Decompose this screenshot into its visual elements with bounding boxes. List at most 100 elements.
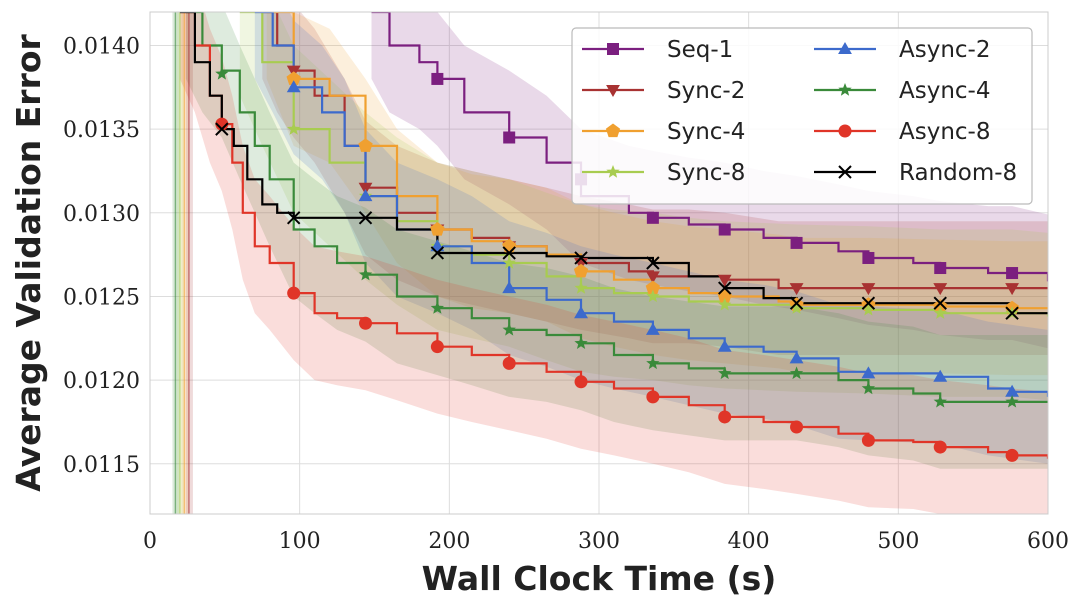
- legend-label-sync-8: Sync-8: [667, 160, 745, 186]
- async-8-marker: [790, 420, 804, 434]
- sync-2-marker: [646, 271, 660, 284]
- sync-4-marker: [645, 280, 660, 295]
- seq-1-marker: [718, 223, 731, 236]
- x-axis-title: Wall Clock Time (s): [422, 559, 777, 598]
- async-4-marker: [933, 394, 947, 408]
- x-tick-label: 100: [279, 529, 321, 554]
- legend-marker-async-8: [838, 124, 852, 138]
- random-8-marker: [933, 296, 947, 310]
- x-tick-label: 0: [143, 529, 157, 554]
- sync-4-band: [266, 12, 1048, 376]
- legend-label-seq-1: Seq-1: [667, 37, 733, 63]
- async-8-band: [179, 12, 1048, 514]
- async-2-line: [254, 12, 1048, 397]
- legend-label-async-8: Async-8: [899, 119, 990, 145]
- legend-marker-sync-2: [606, 85, 620, 97]
- async-4-marker: [646, 356, 660, 370]
- async-8-marker: [718, 410, 732, 424]
- seq-1-line: [371, 12, 1048, 282]
- async-4-marker: [430, 301, 444, 314]
- async-8-marker: [287, 286, 301, 300]
- x-tick-label: 400: [728, 529, 770, 554]
- sync-4-marker: [358, 138, 373, 152]
- legend: Seq-1 Sync-2 Sync-4 Sync-8 Async-2 Async-4 Asy…: [571, 27, 1033, 205]
- sync-2-marker: [1005, 283, 1019, 296]
- sync-2-marker: [789, 283, 804, 296]
- random-8-marker: [1005, 306, 1019, 320]
- sync-4-marker: [430, 222, 445, 236]
- async-8-marker: [502, 356, 516, 370]
- sync-4-marker: [933, 299, 948, 313]
- sync-8-marker: [933, 306, 947, 319]
- x-tick-label: 200: [428, 529, 470, 554]
- x-ticks: 0 100 200 300 400 500 600: [143, 529, 1069, 554]
- async-2-marker: [358, 189, 373, 202]
- y-tick-label: 0.0140: [63, 34, 140, 59]
- async-8-marker: [861, 433, 875, 447]
- async-4-marker: [789, 366, 804, 380]
- sync-2-band: [262, 12, 1048, 355]
- y-tick-label: 0.0130: [63, 202, 140, 227]
- async-2-marker: [286, 80, 301, 93]
- legend-marker-async-2: [838, 42, 852, 54]
- legend-marker-async-4: [838, 83, 852, 96]
- async-2-marker: [502, 281, 517, 294]
- async-4-marker: [1005, 394, 1019, 408]
- async-4-marker: [861, 381, 876, 395]
- sync-8-marker: [287, 122, 301, 135]
- async-2-marker: [717, 339, 732, 352]
- async-4-line: [185, 12, 1048, 403]
- async-8-marker: [933, 440, 947, 454]
- async-2-band: [254, 12, 1048, 464]
- sync-8-marker: [789, 301, 804, 314]
- async-4-marker: [358, 267, 373, 281]
- plot-frame: [149, 11, 1049, 515]
- async-2-marker: [861, 366, 876, 379]
- async-4-band: [185, 12, 1048, 469]
- y-tick-label: 0.0115: [63, 453, 140, 478]
- seq-1-marker: [1006, 267, 1019, 280]
- random-8-marker: [646, 256, 660, 270]
- sync-4-marker: [573, 263, 589, 278]
- legend-label-async-4: Async-4: [899, 78, 990, 104]
- seq-1-marker: [503, 131, 516, 144]
- legend-label-sync-4: Sync-4: [667, 119, 745, 145]
- random-8-marker: [286, 211, 301, 225]
- async-4-marker: [718, 366, 732, 380]
- async-4-marker: [574, 336, 588, 349]
- sync-2-marker: [933, 283, 948, 296]
- random-8-marker: [574, 251, 588, 265]
- y-axis-title: Average Validation Error: [9, 33, 48, 491]
- sync-8-marker: [502, 256, 516, 269]
- async-8-marker: [430, 340, 444, 354]
- x-tick-label: 600: [1027, 529, 1069, 554]
- async-2-marker: [646, 322, 660, 335]
- legend-marker-seq-1: [607, 43, 619, 55]
- x-tick-label: 300: [578, 529, 620, 554]
- async-4-marker: [502, 322, 516, 336]
- grid: [149, 12, 1049, 514]
- y-tick-label: 0.0135: [63, 118, 140, 143]
- y-tick-label: 0.0120: [63, 369, 140, 394]
- async-2-marker: [789, 351, 804, 364]
- legend-label-sync-2: Sync-2: [667, 78, 745, 104]
- legend-label-random-8: Random-8: [899, 160, 1017, 186]
- legend-marker-sync-8: [606, 165, 620, 178]
- sync-2-marker: [717, 274, 732, 287]
- sync-2-marker: [358, 182, 373, 195]
- y-ticks: 0.0115 0.0120 0.0125 0.0130 0.0135 0.0140: [63, 34, 140, 477]
- random-8-marker: [789, 296, 804, 310]
- random-8-marker: [215, 122, 229, 136]
- sync-8-marker: [861, 302, 876, 316]
- random-8-marker: [718, 281, 732, 295]
- seq-1-marker: [790, 236, 803, 249]
- async-2-marker: [574, 306, 588, 319]
- async-8-marker: [1005, 448, 1019, 462]
- random-8-marker: [502, 246, 516, 260]
- sync-8-line: [239, 12, 1048, 317]
- legend-label-async-2: Async-2: [899, 37, 990, 63]
- seq-1-marker: [862, 251, 875, 264]
- sync-4-marker: [286, 71, 301, 85]
- seq-1-marker: [431, 72, 444, 85]
